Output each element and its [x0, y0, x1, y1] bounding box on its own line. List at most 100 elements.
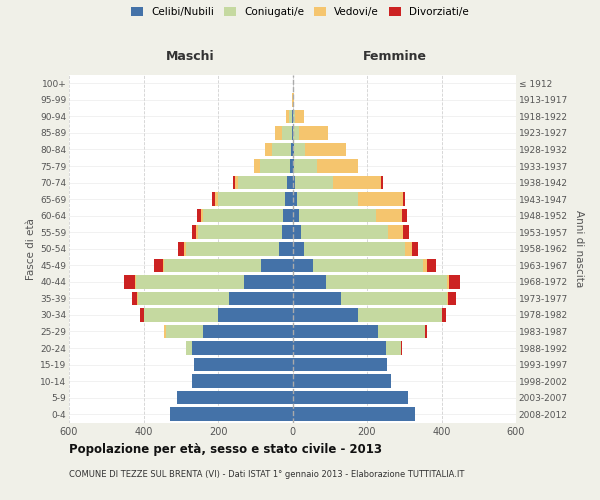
Bar [192, 226, 196, 239]
Bar [313, 258, 423, 272]
Text: Femmine: Femmine [364, 50, 427, 63]
Bar [290, 142, 293, 156]
Bar [131, 292, 137, 305]
Bar [197, 209, 201, 222]
Bar [218, 308, 293, 322]
Bar [293, 308, 358, 322]
Bar [293, 159, 295, 173]
Bar [154, 258, 163, 272]
Bar [293, 242, 304, 256]
Legend: Celibi/Nubili, Coniugati/e, Vedovi/e, Divorziati/e: Celibi/Nubili, Coniugati/e, Vedovi/e, Di… [129, 5, 471, 20]
Bar [187, 342, 192, 355]
Bar [218, 192, 285, 206]
Bar [292, 93, 293, 106]
Bar [293, 292, 341, 305]
Bar [423, 258, 427, 272]
Bar [304, 242, 405, 256]
Bar [448, 292, 455, 305]
Bar [143, 308, 218, 322]
Bar [425, 324, 427, 338]
Bar [293, 110, 295, 123]
Bar [403, 226, 409, 239]
Bar [293, 408, 415, 421]
Bar [358, 192, 403, 206]
Bar [295, 159, 317, 173]
Bar [285, 192, 293, 206]
Bar [201, 209, 203, 222]
Bar [401, 342, 402, 355]
Bar [283, 209, 293, 222]
Bar [212, 192, 215, 206]
Bar [292, 110, 293, 123]
Bar [333, 176, 381, 190]
Bar [177, 391, 293, 404]
Bar [275, 126, 283, 140]
Bar [140, 308, 143, 322]
Bar [261, 258, 293, 272]
Bar [293, 358, 388, 372]
Bar [447, 292, 448, 305]
Bar [293, 126, 299, 140]
Bar [203, 209, 283, 222]
Bar [170, 408, 293, 421]
Bar [238, 176, 287, 190]
Bar [299, 126, 328, 140]
Bar [196, 226, 198, 239]
Bar [293, 374, 391, 388]
Bar [341, 292, 447, 305]
Bar [293, 226, 301, 239]
Bar [203, 324, 293, 338]
Bar [403, 192, 405, 206]
Bar [405, 242, 412, 256]
Bar [135, 275, 136, 288]
Bar [192, 342, 293, 355]
Bar [293, 176, 295, 190]
Bar [184, 242, 187, 256]
Bar [295, 110, 304, 123]
Bar [163, 258, 164, 272]
Bar [192, 374, 293, 388]
Bar [292, 126, 293, 140]
Bar [287, 176, 293, 190]
Bar [295, 176, 333, 190]
Bar [272, 142, 290, 156]
Bar [138, 292, 229, 305]
Bar [293, 275, 326, 288]
Bar [442, 308, 446, 322]
Bar [229, 292, 293, 305]
Bar [137, 292, 138, 305]
Bar [293, 258, 313, 272]
Bar [164, 324, 166, 338]
Bar [164, 258, 261, 272]
Bar [412, 242, 418, 256]
Bar [326, 275, 447, 288]
Bar [194, 358, 293, 372]
Bar [124, 275, 135, 288]
Bar [254, 159, 260, 173]
Bar [317, 159, 358, 173]
Bar [244, 275, 293, 288]
Bar [358, 308, 442, 322]
Bar [289, 110, 292, 123]
Bar [301, 226, 388, 239]
Bar [386, 342, 401, 355]
Bar [305, 142, 346, 156]
Bar [233, 176, 235, 190]
Bar [293, 324, 378, 338]
Bar [376, 209, 401, 222]
Y-axis label: Fasce di età: Fasce di età [26, 218, 36, 280]
Text: COMUNE DI TEZZE SUL BRENTA (VI) - Dati ISTAT 1° gennaio 2013 - Elaborazione TUTT: COMUNE DI TEZZE SUL BRENTA (VI) - Dati I… [69, 470, 464, 479]
Bar [265, 142, 272, 156]
Text: Maschi: Maschi [166, 50, 214, 63]
Bar [136, 275, 244, 288]
Text: Popolazione per età, sesso e stato civile - 2013: Popolazione per età, sesso e stato civil… [69, 442, 382, 456]
Y-axis label: Anni di nascita: Anni di nascita [574, 210, 584, 288]
Bar [427, 258, 436, 272]
Bar [293, 391, 408, 404]
Bar [297, 192, 358, 206]
Bar [388, 226, 403, 239]
Bar [299, 209, 376, 222]
Bar [166, 324, 203, 338]
Bar [187, 242, 280, 256]
Bar [185, 342, 187, 355]
